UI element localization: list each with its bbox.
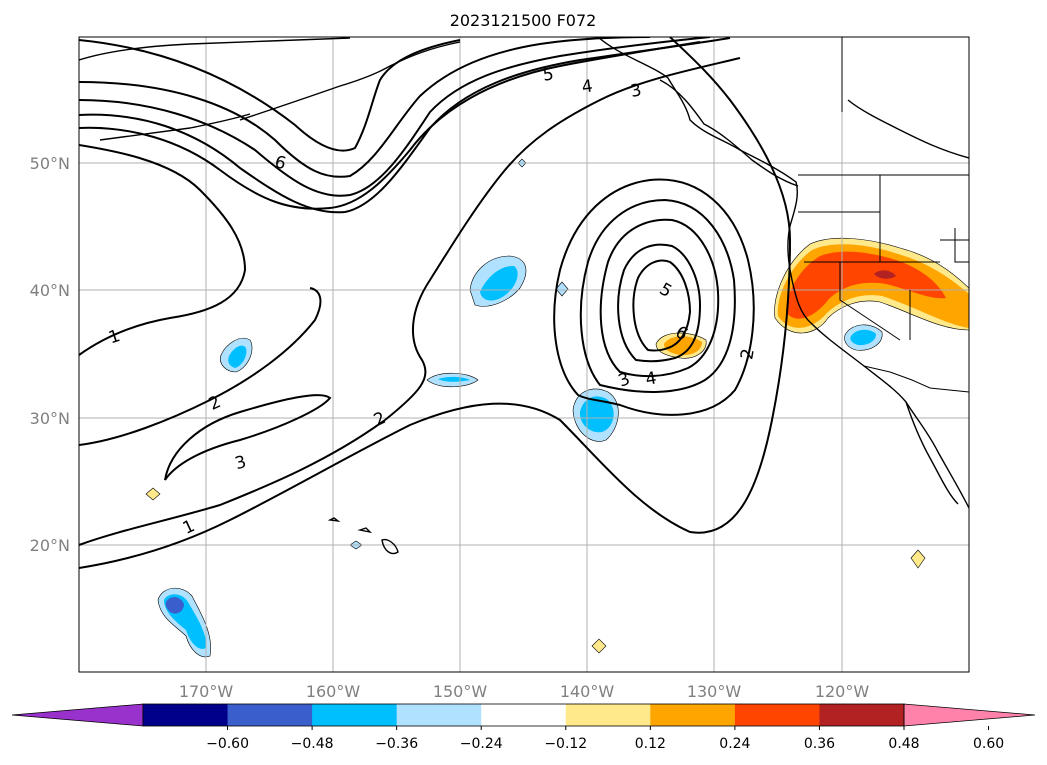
lat-label: 50°N (30, 154, 70, 173)
coastline-aleutians (99, 113, 251, 141)
colorbar-tick-label: −0.36 (375, 736, 418, 752)
colorbar-segment (227, 704, 313, 726)
colorbar-tick-label: 0.36 (804, 736, 835, 752)
latitude-labels: 20°N 30°N 40°N 50°N (30, 154, 70, 555)
colorbar-segment (565, 704, 651, 726)
contour-line (79, 37, 711, 197)
contour-line (579, 198, 736, 393)
lon-label: 170°W (179, 682, 234, 701)
colorbar-tick-label: 0.48 (888, 736, 919, 752)
colorbar-tick-label: −0.48 (291, 736, 334, 752)
anomaly-blob-neg (228, 345, 247, 368)
contour-line (79, 37, 651, 178)
contour-line (79, 37, 731, 214)
map-content: 1 1 2 2 2 3 3 3 4 4 5 5 6 6 (79, 37, 969, 672)
coastline-alaska (79, 37, 461, 121)
anomaly-blob-pos (786, 251, 946, 319)
anomaly-blob-pos (910, 549, 926, 569)
contour-line (384, 57, 741, 421)
contour-line (617, 243, 702, 363)
colorbar-tick-label: 0.60 (973, 736, 1004, 752)
contour-line (79, 287, 322, 446)
negative-anomaly-shading (157, 158, 883, 658)
colorbar-tick-label: −0.12 (544, 736, 587, 752)
contours (79, 37, 792, 569)
contour-label: 4 (581, 76, 595, 97)
contour-line (599, 218, 720, 378)
contour-label: 3 (629, 80, 643, 102)
anomaly-blob-neg (555, 281, 569, 297)
anomaly-blob-pos (874, 270, 896, 279)
anomaly-blob-neg (850, 329, 876, 346)
coastlines (79, 37, 969, 555)
colorbar-tick-label: −0.60 (206, 736, 249, 752)
contour-line (79, 41, 701, 210)
colorbar: −0.60 −0.48 −0.36 −0.24 −0.12 0.12 0.24 0.36 0.4… (11, 703, 1036, 752)
contour-label: 2 (737, 347, 759, 361)
colorbar-tick-label: 0.24 (719, 736, 750, 752)
contour-line (79, 419, 386, 546)
political-borders (798, 37, 969, 393)
anomaly-blob-neg (480, 265, 518, 301)
lat-label: 30°N (30, 409, 70, 428)
anomaly-blob-pos (591, 638, 607, 654)
lon-label: 130°W (687, 682, 742, 701)
longitude-labels: 170°W 160°W 150°W 140°W 130°W 120°W (179, 682, 870, 701)
contour-line (79, 39, 461, 152)
colorbar-tick-label: 0.12 (635, 736, 666, 752)
colorbar-segment (143, 704, 229, 726)
lon-label: 140°W (560, 682, 615, 701)
border-states (798, 175, 969, 341)
lon-label: 160°W (306, 682, 361, 701)
map-title: 2023121500 F072 (450, 11, 597, 30)
contour-line (632, 259, 692, 352)
colorbar-segment (481, 704, 567, 726)
contour-label: 4 (644, 368, 658, 390)
contour-line (164, 394, 332, 481)
contour-label: 3 (233, 452, 249, 474)
colorbar-extend-min (11, 703, 144, 727)
colorbar-segment (734, 704, 820, 726)
anomaly-blob-neg (165, 596, 184, 614)
map-frame (78, 36, 970, 673)
lon-label: 150°W (433, 682, 488, 701)
colorbar-tick-label: −0.24 (460, 736, 503, 752)
contour-label: 6 (272, 152, 288, 174)
contour-line (79, 37, 792, 569)
lat-label: 40°N (30, 281, 70, 300)
coastline-baja (905, 401, 959, 505)
border-us-mexico (863, 365, 969, 393)
colorbar-segment (819, 704, 905, 726)
anomaly-blob-pos (145, 487, 161, 501)
coastline-islands (847, 99, 969, 159)
gridlines (79, 37, 969, 672)
contour-label: 5 (542, 64, 556, 85)
coastline-bc (659, 79, 799, 187)
contour-line (79, 144, 247, 356)
colorbar-frame (142, 703, 905, 727)
colorbar-extend-max (903, 703, 1036, 727)
lat-label: 20°N (30, 536, 70, 555)
lon-label: 120°W (815, 682, 870, 701)
colorbar-segment (650, 704, 736, 726)
colorbar-segment (396, 704, 482, 726)
anomaly-blob-neg (438, 376, 470, 382)
anomaly-blob-neg (579, 396, 614, 433)
coastline-hawaii (327, 517, 399, 555)
contour-line (553, 178, 755, 416)
map-area (79, 37, 969, 672)
coastline-north-america (597, 37, 969, 509)
colorbar-segment (312, 704, 398, 726)
